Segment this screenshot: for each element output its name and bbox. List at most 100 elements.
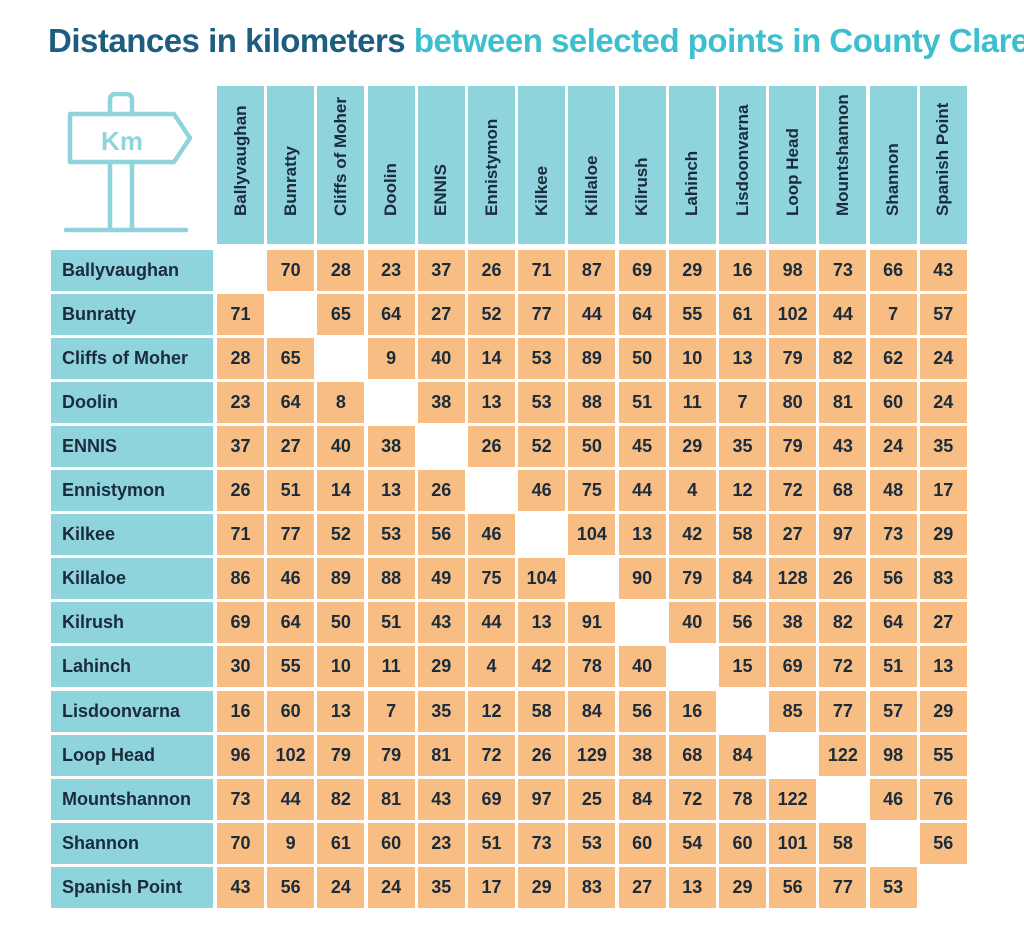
distance-cell: 29 bbox=[417, 646, 465, 688]
distance-cell: 70 bbox=[267, 250, 315, 291]
distance-cell: 53 bbox=[568, 822, 616, 864]
distance-cell: 55 bbox=[668, 294, 716, 336]
row-header: Ennistymon bbox=[51, 470, 213, 512]
distance-cell: 87 bbox=[568, 250, 616, 291]
distance-cell: 8 bbox=[317, 382, 365, 424]
distance-cell: 27 bbox=[618, 866, 666, 908]
column-header: Loop Head bbox=[769, 86, 817, 244]
row-header: Shannon bbox=[51, 822, 213, 864]
distance-cell: 72 bbox=[819, 646, 867, 688]
distance-cell: 40 bbox=[417, 338, 465, 380]
distance-cell: 98 bbox=[869, 734, 917, 776]
distance-cell: 79 bbox=[317, 734, 365, 776]
column-header-label: Ballyvaughan bbox=[230, 105, 250, 216]
distance-cell: 79 bbox=[769, 338, 817, 380]
distance-cell: 51 bbox=[367, 602, 415, 644]
blank-cell bbox=[368, 382, 415, 423]
distance-cell: 44 bbox=[618, 470, 666, 512]
distance-cell: 24 bbox=[367, 866, 415, 908]
distance-cell: 23 bbox=[367, 250, 415, 291]
distance-cell: 51 bbox=[618, 382, 666, 424]
distance-cell: 81 bbox=[367, 778, 415, 820]
column-header: Lahinch bbox=[668, 86, 716, 244]
distance-cell: 46 bbox=[869, 778, 917, 820]
distance-cell: 97 bbox=[518, 778, 566, 820]
column-header: Lisdoonvarna bbox=[719, 86, 766, 244]
distance-cell: 56 bbox=[417, 514, 465, 556]
row-header: Mountshannon bbox=[51, 778, 213, 820]
distance-cell: 44 bbox=[468, 602, 515, 644]
distance-cell: 4 bbox=[668, 470, 716, 512]
distance-cell: 43 bbox=[819, 426, 867, 468]
distance-cell: 53 bbox=[869, 866, 917, 908]
title-primary: Distances in kilometers bbox=[48, 22, 406, 59]
distance-cell: 4 bbox=[468, 646, 515, 688]
column-header: Mountshannon bbox=[819, 86, 867, 244]
row-header: ENNIS bbox=[51, 426, 213, 468]
column-header-label: Ennistymon bbox=[481, 118, 501, 216]
distance-cell: 43 bbox=[919, 250, 967, 291]
distance-cell: 72 bbox=[668, 778, 716, 820]
blank-cell bbox=[920, 867, 967, 908]
distance-cell: 82 bbox=[819, 602, 867, 644]
column-header: Kilkee bbox=[518, 86, 566, 244]
distance-cell: 89 bbox=[317, 558, 365, 600]
distance-cell: 11 bbox=[367, 646, 415, 688]
column-header: Killaloe bbox=[568, 86, 616, 244]
distance-cell: 83 bbox=[919, 558, 967, 600]
row-header: Bunratty bbox=[51, 294, 213, 336]
row-header: Cliffs of Moher bbox=[51, 338, 213, 380]
distance-cell: 91 bbox=[568, 602, 616, 644]
distance-cell: 86 bbox=[217, 558, 264, 600]
distance-cell: 122 bbox=[819, 734, 867, 776]
distance-cell: 60 bbox=[869, 382, 917, 424]
distance-cell: 26 bbox=[417, 470, 465, 512]
blank-cell bbox=[217, 250, 264, 291]
distance-cell: 7 bbox=[869, 294, 917, 336]
distance-cell: 78 bbox=[719, 778, 766, 820]
distance-cell: 80 bbox=[769, 382, 817, 424]
distance-cell: 104 bbox=[568, 514, 616, 556]
distance-cell: 49 bbox=[417, 558, 465, 600]
column-header-label: Spanish Point bbox=[933, 102, 953, 216]
distance-cell: 44 bbox=[267, 778, 315, 820]
distance-cell: 50 bbox=[568, 426, 616, 468]
distance-cell: 65 bbox=[267, 338, 315, 380]
distance-cell: 60 bbox=[618, 822, 666, 864]
distance-cell: 84 bbox=[618, 778, 666, 820]
distance-cell: 55 bbox=[919, 734, 967, 776]
distance-cell: 43 bbox=[417, 778, 465, 820]
distance-cell: 61 bbox=[317, 822, 365, 864]
distance-cell: 60 bbox=[367, 822, 415, 864]
distance-cell: 69 bbox=[217, 602, 264, 644]
distance-cell: 46 bbox=[468, 514, 515, 556]
blank-cell bbox=[769, 735, 816, 776]
row-header: Killaloe bbox=[51, 558, 213, 600]
distance-cell: 16 bbox=[217, 690, 264, 732]
blank-cell bbox=[317, 338, 364, 379]
row-header: Doolin bbox=[51, 382, 213, 424]
distance-cell: 72 bbox=[468, 734, 515, 776]
distance-cell: 82 bbox=[317, 778, 365, 820]
distance-cell: 72 bbox=[769, 470, 817, 512]
distance-cell: 35 bbox=[719, 426, 766, 468]
distance-cell: 24 bbox=[919, 338, 967, 380]
distance-cell: 15 bbox=[719, 646, 766, 688]
distance-cell: 16 bbox=[668, 690, 716, 732]
column-header: Bunratty bbox=[267, 86, 315, 244]
blank-cell bbox=[418, 426, 465, 467]
distance-cell: 23 bbox=[417, 822, 465, 864]
distance-cell: 14 bbox=[317, 470, 365, 512]
distance-cell: 62 bbox=[869, 338, 917, 380]
distance-cell: 77 bbox=[819, 690, 867, 732]
distance-cell: 64 bbox=[367, 294, 415, 336]
distance-cell: 7 bbox=[719, 382, 766, 424]
distance-cell: 38 bbox=[417, 382, 465, 424]
page-title: Distances in kilometers between selected… bbox=[48, 22, 1024, 60]
column-header: Ballyvaughan bbox=[217, 86, 264, 244]
title-secondary: between selected points in County Clare bbox=[413, 22, 1024, 59]
distance-cell: 29 bbox=[518, 866, 566, 908]
distance-cell: 29 bbox=[668, 250, 716, 291]
distance-cell: 79 bbox=[769, 426, 817, 468]
distance-cell: 44 bbox=[819, 294, 867, 336]
